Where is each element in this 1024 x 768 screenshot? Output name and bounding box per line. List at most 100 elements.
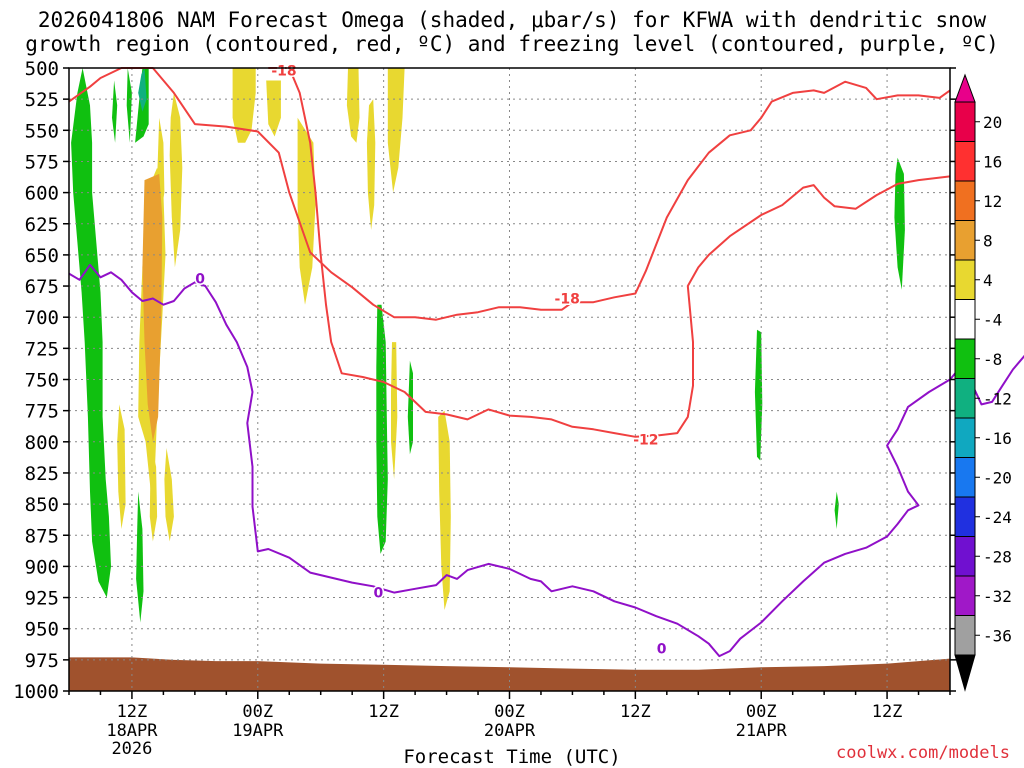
colorbar-label: -32 [983,587,1012,606]
colorbar-label: -16 [983,429,1012,448]
contour-label: -18 [271,63,296,79]
omega-shade-yellow-10 [346,68,360,143]
x-axis-title: Forecast Time (UTC) [403,746,621,768]
y-tick-label: 800 [25,432,59,454]
colorbar-top-arrow [954,73,976,103]
colorbar: 20 16 12 8 4 -4 -8 -12 -16 -20 -24 -28 -32 -36 [954,73,1012,692]
chart-title-line-1: 2026041806 NAM Forecast Omega (shaded, μ… [37,8,987,32]
contour-label: 0 [195,272,205,288]
colorbar-swatch [954,101,976,142]
omega-shade-tan-1 [142,173,163,442]
colorbar-swatch [954,299,976,340]
contour-label: -12 [633,432,658,448]
colorbar-swatch [954,220,976,261]
chart-title-line-2: growth region (contoured, red, ºC) and f… [25,32,999,56]
y-tick-label: 900 [25,556,59,578]
omega-shade-green-4 [112,80,118,143]
x-tick-date: 19APR [232,721,284,741]
x-tick-label: 12Z [117,702,148,722]
omega-shade-green-3 [126,68,132,143]
contour-label: 0 [374,586,384,602]
colorbar-swatch [954,417,976,458]
y-tick-label: 775 [25,401,59,423]
colorbar-label: -4 [983,310,1002,329]
credit-link[interactable]: coolwx.com/models [836,743,1010,763]
omega-shade-yellow-6 [149,441,158,542]
axes-layer: 500 525 550 575 600 625 650 675 700 725 750 775 800 8… [13,58,956,759]
colorbar-swatch [954,259,976,300]
contour-layer: -18 -18 -12 0 0 0 [68,62,1024,659]
x-tick-label: 12Z [368,702,399,722]
x-tick-label: 00Z [242,702,273,722]
y-tick-label: 525 [25,89,59,111]
omega-shade-yellow-8 [266,80,281,137]
y-tick-label: 725 [25,338,59,360]
colorbar-swatch [954,180,976,221]
y-tick-label: 950 [25,619,59,641]
colorbar-swatch [954,457,976,498]
y-tick-label: 825 [25,463,59,485]
omega-shade-green-7 [407,360,413,455]
y-tick-label: 875 [25,525,59,547]
y-tick-label: 550 [25,120,59,142]
colorbar-swatch [954,378,976,419]
y-tick-label: 675 [25,276,59,298]
colorbar-label: -36 [983,626,1012,645]
y-tick-label: 650 [25,245,59,267]
omega-shade-green-9 [834,491,839,529]
omega-shade-yellow-7 [232,68,256,143]
colorbar-label: 4 [983,271,993,290]
y-tick-label: 925 [25,588,59,610]
x-tick-label: 00Z [494,702,525,722]
grid-layer [69,67,950,692]
omega-shade-yellow-4 [164,448,174,542]
omega-shade-green-10 [894,157,905,290]
omega-shade-green-8 [754,329,763,461]
x-tick-date: 20APR [484,721,536,741]
omega-shade-green-6 [376,304,388,554]
contour--18 [68,67,951,321]
x-tick-label: 12Z [872,702,903,722]
y-tick-label: 600 [25,183,59,205]
omega-shade-green-5 [136,491,144,623]
x-tick-label: 12Z [620,702,651,722]
x-tick-date: 21APR [736,721,788,741]
omega-shade-yellow-9 [297,117,316,305]
y-tick-label: 1000 [13,681,59,703]
colorbar-swatch [954,575,976,616]
y-tick-label: 975 [25,650,59,672]
omega-shade-yellow-5 [117,404,126,529]
omega-shade-green-1 [71,68,111,598]
omega-shade-yellow-11 [366,99,376,230]
colorbar-label: 8 [983,231,993,250]
colorbar-label: -8 [983,350,1002,369]
colorbar-bottom-arrow [954,654,976,692]
colorbar-label: 20 [983,113,1002,132]
colorbar-label: -24 [983,508,1012,527]
colorbar-swatch [954,536,976,577]
colorbar-swatch [954,615,976,656]
y-tick-label: 575 [25,151,59,173]
y-tick-label: 750 [25,370,59,392]
colorbar-label: -12 [983,389,1012,408]
x-tick-date: 18APR [106,721,158,741]
contour-label: 0 [657,642,667,658]
y-tick-label: 700 [25,307,59,329]
contour-0 [68,263,1024,658]
colorbar-label: -28 [983,547,1012,566]
omega-shade-yellow-14 [438,410,451,610]
colorbar-swatch [954,496,976,537]
colorbar-label: -20 [983,468,1012,487]
y-tick-label: 850 [25,494,59,516]
colorbar-swatch [954,141,976,182]
colorbar-label: 12 [983,192,1002,211]
y-tick-label: 625 [25,214,59,236]
colorbar-swatch [954,338,976,379]
omega-shade-teal-1 [138,68,147,112]
colorbar-label: 16 [983,152,1002,171]
y-tick-label: 500 [25,58,59,80]
contour-label: -18 [555,292,580,308]
x-tick-label: 00Z [746,702,777,722]
x-tick-year: 2026 [111,739,152,759]
